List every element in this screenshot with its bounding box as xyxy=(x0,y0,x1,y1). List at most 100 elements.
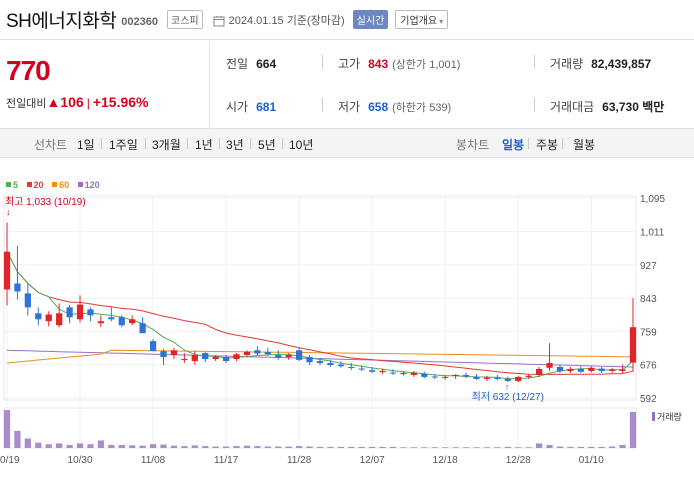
volume-bar xyxy=(327,446,334,448)
tab-period-1d[interactable]: 1일 xyxy=(77,138,95,152)
legend-label: 120 xyxy=(84,180,100,190)
low-value: 658 xyxy=(368,100,389,114)
candle-body xyxy=(306,357,313,363)
volume-bar xyxy=(483,447,491,448)
volume-bar xyxy=(118,444,125,448)
volume-bar xyxy=(202,446,209,448)
x-tick-label: 12/18 xyxy=(433,455,458,466)
volume-bar xyxy=(254,446,261,448)
tab-period-3m[interactable]: 3개월 xyxy=(152,138,181,152)
high-annotation: 최고 1,033 (10/19) xyxy=(5,196,86,208)
legend-ma120[interactable]: 120 xyxy=(77,180,100,190)
candle-body xyxy=(410,372,418,375)
quote-separator xyxy=(322,55,323,69)
y-tick-label: 592 xyxy=(640,394,657,405)
candle-body xyxy=(535,368,543,375)
tab-period-1y[interactable]: 1년 xyxy=(195,138,213,152)
stock-name[interactable]: SH에너지화학 xyxy=(6,11,117,32)
candlestick-chart[interactable]: 1,095 1,011 927 843 759 676 592 10/19 10/30 11/08… xyxy=(0,160,694,480)
candle-body xyxy=(160,351,167,358)
tab-period-5y[interactable]: 5년 xyxy=(258,138,276,152)
candle-body xyxy=(76,304,84,320)
volume-bar xyxy=(577,446,584,448)
volume-bar xyxy=(535,443,543,448)
prev-close: 전일 664 xyxy=(226,55,276,72)
tab-period-3y[interactable]: 3년 xyxy=(226,138,244,152)
tab-daily-candle[interactable]: 일봉 xyxy=(502,138,525,152)
candle-body xyxy=(139,323,146,334)
volume-bar xyxy=(556,446,564,448)
candle-body xyxy=(452,374,459,376)
x-tick-label: 11/28 xyxy=(287,455,312,466)
quote-date: 2024.01.15 기준(장마감) xyxy=(228,14,345,27)
volume-bar xyxy=(24,438,31,448)
tab-weekly-candle[interactable]: 주봉 xyxy=(536,138,559,152)
volume-bar xyxy=(369,446,376,448)
candle-body xyxy=(243,351,251,356)
legend-label: 60 xyxy=(59,180,70,190)
candle-body xyxy=(87,309,94,316)
price-change: 전일대비▲106 | +15.96% xyxy=(6,94,149,111)
volume-bar xyxy=(233,446,240,448)
y-tick-label: 1,011 xyxy=(640,227,665,238)
legend-ma20[interactable]: 20 xyxy=(26,180,44,190)
volume-bar xyxy=(588,446,595,448)
candle-body xyxy=(400,372,407,375)
volume-bar xyxy=(160,444,167,448)
candle-body xyxy=(56,313,63,326)
realtime-button[interactable]: 실시간 xyxy=(352,10,389,29)
candle-body xyxy=(431,376,438,378)
candle-body xyxy=(14,283,21,292)
candle-body xyxy=(108,317,115,320)
volume-bar xyxy=(243,445,251,448)
open-price: 시가 681 xyxy=(226,98,276,115)
volume-bar xyxy=(285,446,292,448)
y-tick-label: 843 xyxy=(640,294,657,305)
candle-body xyxy=(473,376,480,379)
legend-ma5[interactable]: 5 xyxy=(6,180,18,190)
volume-bar xyxy=(348,446,355,448)
calendar-icon xyxy=(213,14,225,26)
volume-bar xyxy=(87,444,94,448)
candle-body xyxy=(222,357,230,362)
volume-bar xyxy=(452,447,459,448)
tab-period-1w[interactable]: 1주일 xyxy=(109,138,138,152)
low-label: 저가 xyxy=(338,100,361,114)
volume-bar xyxy=(212,446,219,448)
volume-bar xyxy=(619,444,626,448)
volume-bar xyxy=(170,445,178,448)
candle-body xyxy=(254,350,261,354)
candle-body xyxy=(129,319,136,324)
ma60-line xyxy=(6,349,634,364)
volume-bar xyxy=(546,444,553,448)
candle-body xyxy=(118,317,125,326)
candle-body xyxy=(97,321,105,324)
volume-bar xyxy=(306,446,313,448)
candle-body xyxy=(504,378,511,381)
tab-period-10y[interactable]: 10년 xyxy=(289,138,314,152)
company-info-dropdown[interactable]: 기업개요 ▾ xyxy=(395,10,449,29)
x-tick-label: 11/17 xyxy=(214,455,239,466)
high-value: 843 xyxy=(368,57,389,71)
volume-bar xyxy=(431,447,438,448)
change-percent: +15.96% xyxy=(92,94,149,110)
volume-bar xyxy=(264,446,271,448)
candle-body xyxy=(588,367,595,371)
legend-ma60[interactable]: 60 xyxy=(52,180,69,190)
candle-body xyxy=(327,363,334,365)
candle-body xyxy=(442,376,449,378)
volume-bar xyxy=(494,447,501,448)
legend-label: 5 xyxy=(13,180,19,190)
volume-bar xyxy=(462,447,470,448)
candle-body xyxy=(212,356,219,360)
candle-body xyxy=(45,314,52,322)
open-label: 시가 xyxy=(226,100,249,114)
volume-value: 82,439,857 xyxy=(591,57,652,71)
tab-monthly-candle[interactable]: 월봉 xyxy=(573,138,596,152)
candle-body xyxy=(181,359,188,361)
volume-swatch xyxy=(652,412,655,421)
candle-body xyxy=(567,368,574,371)
candle-body xyxy=(483,377,491,379)
x-tick-label: 11/08 xyxy=(141,455,166,466)
